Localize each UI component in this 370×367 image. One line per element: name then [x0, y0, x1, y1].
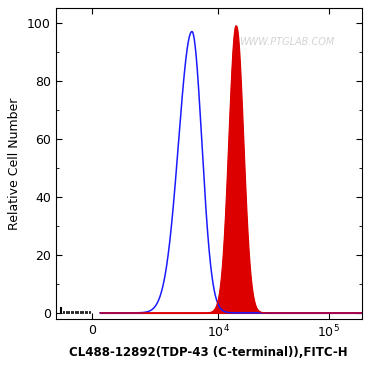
- X-axis label: CL488-12892(TDP-43 (C-terminal)),FITC-H: CL488-12892(TDP-43 (C-terminal)),FITC-H: [69, 346, 348, 359]
- Text: WWW.PTGLAB.COM: WWW.PTGLAB.COM: [239, 37, 334, 47]
- Y-axis label: Relative Cell Number: Relative Cell Number: [9, 97, 21, 230]
